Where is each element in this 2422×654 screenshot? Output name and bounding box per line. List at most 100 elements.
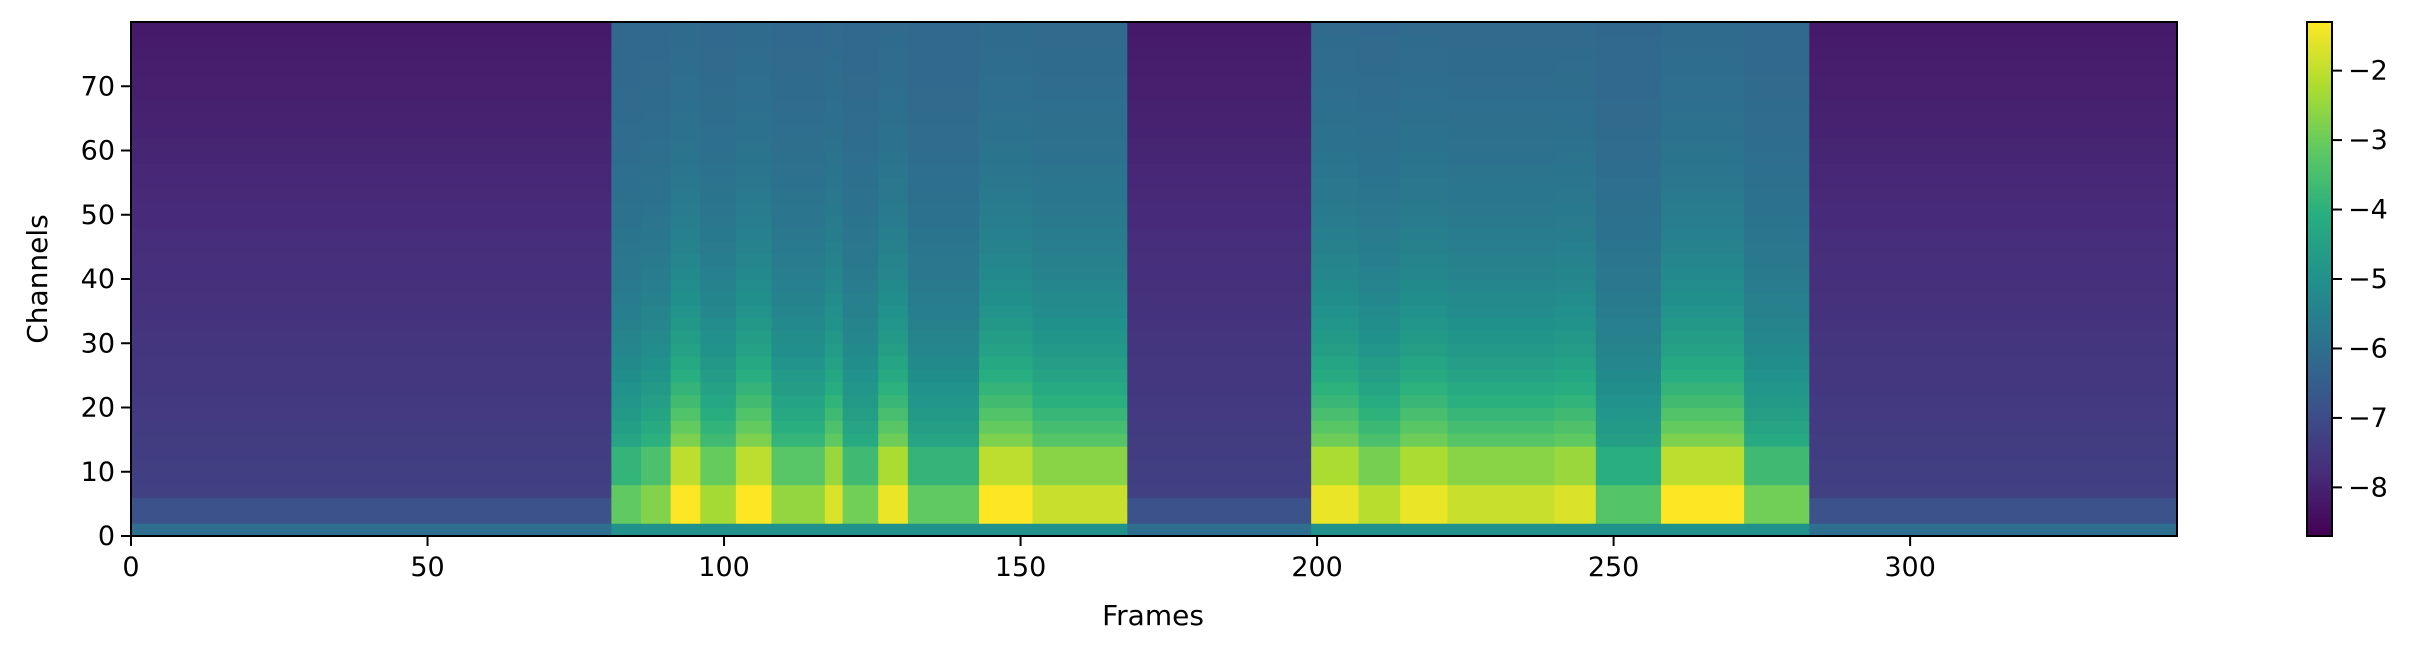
heatmap-cell — [1400, 176, 1449, 190]
heatmap-cell — [1311, 304, 1360, 319]
heatmap-cell — [878, 189, 909, 203]
heatmap-cell — [842, 317, 879, 331]
heatmap-cell — [1661, 73, 1745, 87]
heatmap-cell — [1554, 214, 1597, 229]
heatmap-cell — [1595, 73, 1662, 87]
heatmap-cell — [1554, 137, 1597, 152]
heatmap-cell — [824, 60, 844, 74]
heatmap-cell — [1744, 22, 1810, 36]
heatmap-cell — [1809, 214, 2178, 229]
heatmap-cell — [611, 111, 642, 126]
heatmap-cell — [131, 47, 612, 62]
heatmap-cell — [907, 176, 980, 190]
heatmap-cell — [979, 484, 1034, 499]
heatmap-cell — [1127, 458, 1312, 473]
heatmap-cell — [1595, 163, 1662, 177]
heatmap-cell — [1554, 47, 1597, 62]
heatmap-cell — [842, 356, 879, 370]
heatmap-cell — [641, 279, 672, 293]
heatmap-cell — [1311, 458, 1360, 473]
heatmap-cell — [1311, 47, 1360, 62]
heatmap-cell — [1809, 60, 2178, 74]
heatmap-cell — [1032, 279, 1128, 293]
heatmap-cell — [1595, 420, 1662, 434]
heatmap-cell — [1032, 214, 1128, 229]
heatmap-cell — [979, 163, 1034, 177]
heatmap-cell — [1595, 34, 1662, 49]
heatmap-cell — [641, 420, 672, 434]
heatmap-cell — [824, 73, 844, 87]
heatmap-cell — [735, 304, 773, 319]
heatmap-cell — [1809, 201, 2178, 216]
heatmap-cell — [1744, 176, 1810, 190]
heatmap-cell — [842, 214, 879, 229]
heatmap-cell — [641, 497, 672, 511]
heatmap-cell — [1447, 510, 1555, 524]
heatmap-cell — [1554, 150, 1597, 164]
y-tick-label: 70 — [81, 71, 115, 102]
heatmap-cell — [842, 484, 879, 499]
heatmap-cell — [1447, 150, 1555, 164]
heatmap-cell — [842, 240, 879, 254]
heatmap-cell — [1447, 368, 1555, 383]
heatmap-cell — [771, 420, 826, 434]
heatmap-cell — [1127, 34, 1312, 49]
heatmap-cell — [1595, 433, 1662, 447]
heatmap-cell — [1032, 266, 1128, 280]
heatmap-cell — [878, 34, 909, 49]
heatmap-cell — [641, 60, 672, 74]
heatmap-cell — [878, 253, 909, 267]
heatmap-cell — [735, 471, 773, 486]
heatmap-cell — [842, 510, 879, 524]
heatmap-cell — [1661, 189, 1745, 203]
heatmap-cell — [824, 86, 844, 100]
heatmap-cell — [1358, 330, 1401, 344]
heatmap-cell — [641, 214, 672, 229]
heatmap-cell — [1447, 99, 1555, 113]
heatmap-cell — [1127, 111, 1312, 126]
heatmap-cell — [1809, 111, 2178, 126]
heatmap-cell — [735, 111, 773, 126]
heatmap-cell — [907, 266, 980, 280]
heatmap-cell — [979, 317, 1034, 331]
heatmap-cell — [1447, 304, 1555, 319]
heatmap-cell — [842, 330, 879, 344]
heatmap-cell — [1358, 60, 1401, 74]
heatmap-cell — [1311, 73, 1360, 87]
heatmap-cell — [1595, 394, 1662, 409]
heatmap-cell — [1744, 163, 1810, 177]
heatmap-cell — [131, 394, 612, 409]
heatmap-cell — [842, 189, 879, 203]
heatmap-cell — [1358, 253, 1401, 267]
heatmap-cell — [907, 304, 980, 319]
heatmap-cell — [131, 510, 612, 524]
heatmap-cell — [842, 111, 879, 126]
heatmap-cell — [979, 330, 1034, 344]
heatmap-cell — [1554, 34, 1597, 49]
heatmap-cell — [1400, 394, 1449, 409]
heatmap-cell — [1311, 433, 1360, 447]
heatmap-cell — [878, 291, 909, 306]
heatmap-cell — [131, 214, 612, 229]
heatmap-cell — [1661, 368, 1745, 383]
heatmap-cell — [907, 343, 980, 357]
heatmap-cell — [1809, 99, 2178, 113]
heatmap-cell — [1661, 381, 1745, 396]
heatmap-cell — [824, 47, 844, 62]
heatmap-cell — [1661, 356, 1745, 370]
heatmap-cell — [842, 458, 879, 473]
heatmap-cell — [842, 381, 879, 396]
heatmap-cell — [878, 407, 909, 421]
heatmap-cell — [1127, 99, 1312, 113]
heatmap-cell — [700, 240, 737, 254]
heatmap-cell — [641, 343, 672, 357]
heatmap-cell — [1127, 163, 1312, 177]
heatmap-cell — [771, 176, 826, 190]
heatmap-cell — [131, 124, 612, 139]
heatmap-cell — [700, 471, 737, 486]
heatmap-cell — [1661, 201, 1745, 216]
heatmap-cell — [1311, 523, 1360, 537]
heatmap-cell — [842, 137, 879, 152]
heatmap-cell — [1127, 420, 1312, 434]
heatmap-cell — [735, 150, 773, 164]
